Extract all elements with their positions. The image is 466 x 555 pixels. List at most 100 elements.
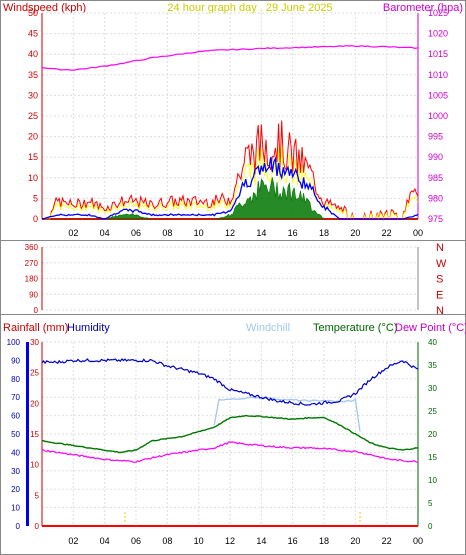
- barometer-tick-label: 1010: [428, 70, 448, 80]
- climate-x-tick-label: 16: [288, 536, 298, 546]
- humidity-tick-label: 40: [11, 448, 20, 457]
- temperature-tick-label: 20: [428, 430, 437, 439]
- humidity-tick-label: 80: [11, 375, 20, 384]
- humidity-tick-label: 50: [11, 430, 20, 439]
- temperature-axis-title: Temperature (°C): [313, 322, 397, 334]
- direction-tick-label: 180: [25, 275, 39, 284]
- temperature-tick-label: 40: [428, 338, 437, 347]
- temperature-tick-label: 35: [428, 361, 437, 370]
- barometer-axis-title: Barometer (hpa): [383, 2, 463, 14]
- climate-x-tick-label: 08: [162, 536, 172, 546]
- windspeed-tick-label: 15: [28, 152, 38, 162]
- windchill-axis-title: Windchill: [246, 322, 290, 334]
- compass-label: N: [436, 242, 444, 254]
- rainfall-tick-label: 15: [30, 430, 39, 439]
- climate-x-tick-label: 14: [256, 536, 266, 546]
- climate-x-tick-label: 04: [100, 536, 110, 546]
- direction-tick-label: 0: [34, 306, 39, 315]
- rainfall-tick-label: 0: [35, 522, 40, 531]
- wind-x-tick-label: 04: [100, 228, 110, 238]
- windspeed-tick-label: 10: [28, 173, 38, 183]
- climate-x-tick-label: 20: [350, 536, 360, 546]
- humidity-tick-label: 20: [11, 485, 20, 494]
- windspeed-tick-label: 30: [28, 90, 38, 100]
- temperature-tick-label: 30: [428, 384, 437, 393]
- wind-x-tick-label: 08: [162, 228, 172, 238]
- climate-x-tick-label: 18: [319, 536, 329, 546]
- barometer-tick-label: 1020: [428, 29, 448, 39]
- barometer-tick-label: 975: [428, 214, 443, 224]
- temperature-tick-label: 25: [428, 407, 437, 416]
- climate-x-tick-label: 02: [68, 536, 78, 546]
- windspeed-tick-label: 5: [33, 193, 38, 203]
- barometer-tick-label: 1015: [428, 49, 448, 59]
- rainfall-tick-label: 10: [30, 461, 39, 470]
- climate-x-tick-label: 06: [131, 536, 141, 546]
- windspeed-tick-label: 50: [28, 8, 38, 18]
- humidity-series: [41, 358, 419, 406]
- humidity-tick-label: 0: [16, 522, 21, 531]
- direction-tick-label: 360: [25, 243, 39, 252]
- climate-axes: 0102030405060708090100051015202530051015…: [7, 338, 438, 546]
- wind-x-tick-label: 02: [68, 228, 78, 238]
- wind-x-tick-label: 06: [131, 228, 141, 238]
- humidity-tick-label: 30: [11, 467, 20, 476]
- barometer-tick-label: 995: [428, 132, 443, 142]
- rainfall-tick-label: 20: [30, 399, 39, 408]
- wind-x-tick-label: 22: [382, 228, 392, 238]
- direction-tick-label: 90: [29, 290, 38, 299]
- climate-x-tick-label: 00: [413, 536, 423, 546]
- direction-tick-label: 270: [25, 259, 39, 268]
- barometer-tick-label: 1025: [428, 8, 448, 18]
- wind-x-tick-label: 12: [225, 228, 235, 238]
- barometer-tick-label: 980: [428, 193, 443, 203]
- temperature-series: [41, 414, 419, 454]
- graph-title: 24 hour graph day . 29 June 2025: [167, 2, 332, 14]
- wind-avg-series: [41, 156, 419, 220]
- wind-series: [41, 45, 419, 221]
- wind-x-tick-label: 10: [194, 228, 204, 238]
- wind-x-tick-label: 14: [256, 228, 266, 238]
- windspeed-tick-label: 45: [28, 29, 38, 39]
- rainfall-tick-label: 5: [35, 491, 40, 500]
- climate-series: [41, 358, 419, 527]
- wind-x-tick-label: 00: [413, 228, 423, 238]
- barometer-tick-label: 990: [428, 152, 443, 162]
- compass-label: W: [436, 258, 447, 270]
- temperature-tick-label: 0: [428, 522, 433, 531]
- windspeed-axis-title: Windspeed (kph): [3, 2, 86, 14]
- dewpoint-series: [41, 441, 419, 463]
- climate-x-tick-label: 12: [225, 536, 235, 546]
- humidity-tick-label: 10: [11, 504, 20, 513]
- compass-label: E: [436, 289, 443, 301]
- windspeed-tick-label: 20: [28, 132, 38, 142]
- windspeed-tick-label: 25: [28, 111, 38, 121]
- humidity-tick-label: 70: [11, 393, 20, 402]
- windspeed-tick-label: 0: [33, 214, 38, 224]
- humidity-axis-title: Humidity: [67, 322, 110, 334]
- humidity-axis-bar: [26, 342, 29, 526]
- windchill-series: [213, 396, 361, 432]
- windspeed-tick-label: 35: [28, 70, 38, 80]
- temperature-tick-label: 10: [428, 476, 437, 485]
- wind-x-tick-label: 20: [350, 228, 360, 238]
- temperature-tick-label: 5: [428, 499, 433, 508]
- climate-x-tick-label: 22: [382, 536, 392, 546]
- climate-x-tick-label: 10: [194, 536, 204, 546]
- direction-panel-frame: [0, 240, 466, 315]
- barometer-series: [41, 45, 419, 71]
- humidity-tick-label: 60: [11, 412, 20, 421]
- dewpoint-axis-title: Dew Point (°C): [395, 322, 466, 334]
- rainfall-tick-label: 25: [30, 369, 39, 378]
- compass-label: N: [436, 305, 444, 317]
- windspeed-tick-label: 40: [28, 49, 38, 59]
- humidity-tick-label: 90: [11, 356, 20, 365]
- compass-label: S: [436, 274, 443, 286]
- barometer-tick-label: 1000: [428, 111, 448, 121]
- wind-x-tick-label: 16: [288, 228, 298, 238]
- humidity-tick-label: 100: [7, 338, 21, 347]
- rainfall-axis-title: Rainfall (mm): [3, 322, 68, 334]
